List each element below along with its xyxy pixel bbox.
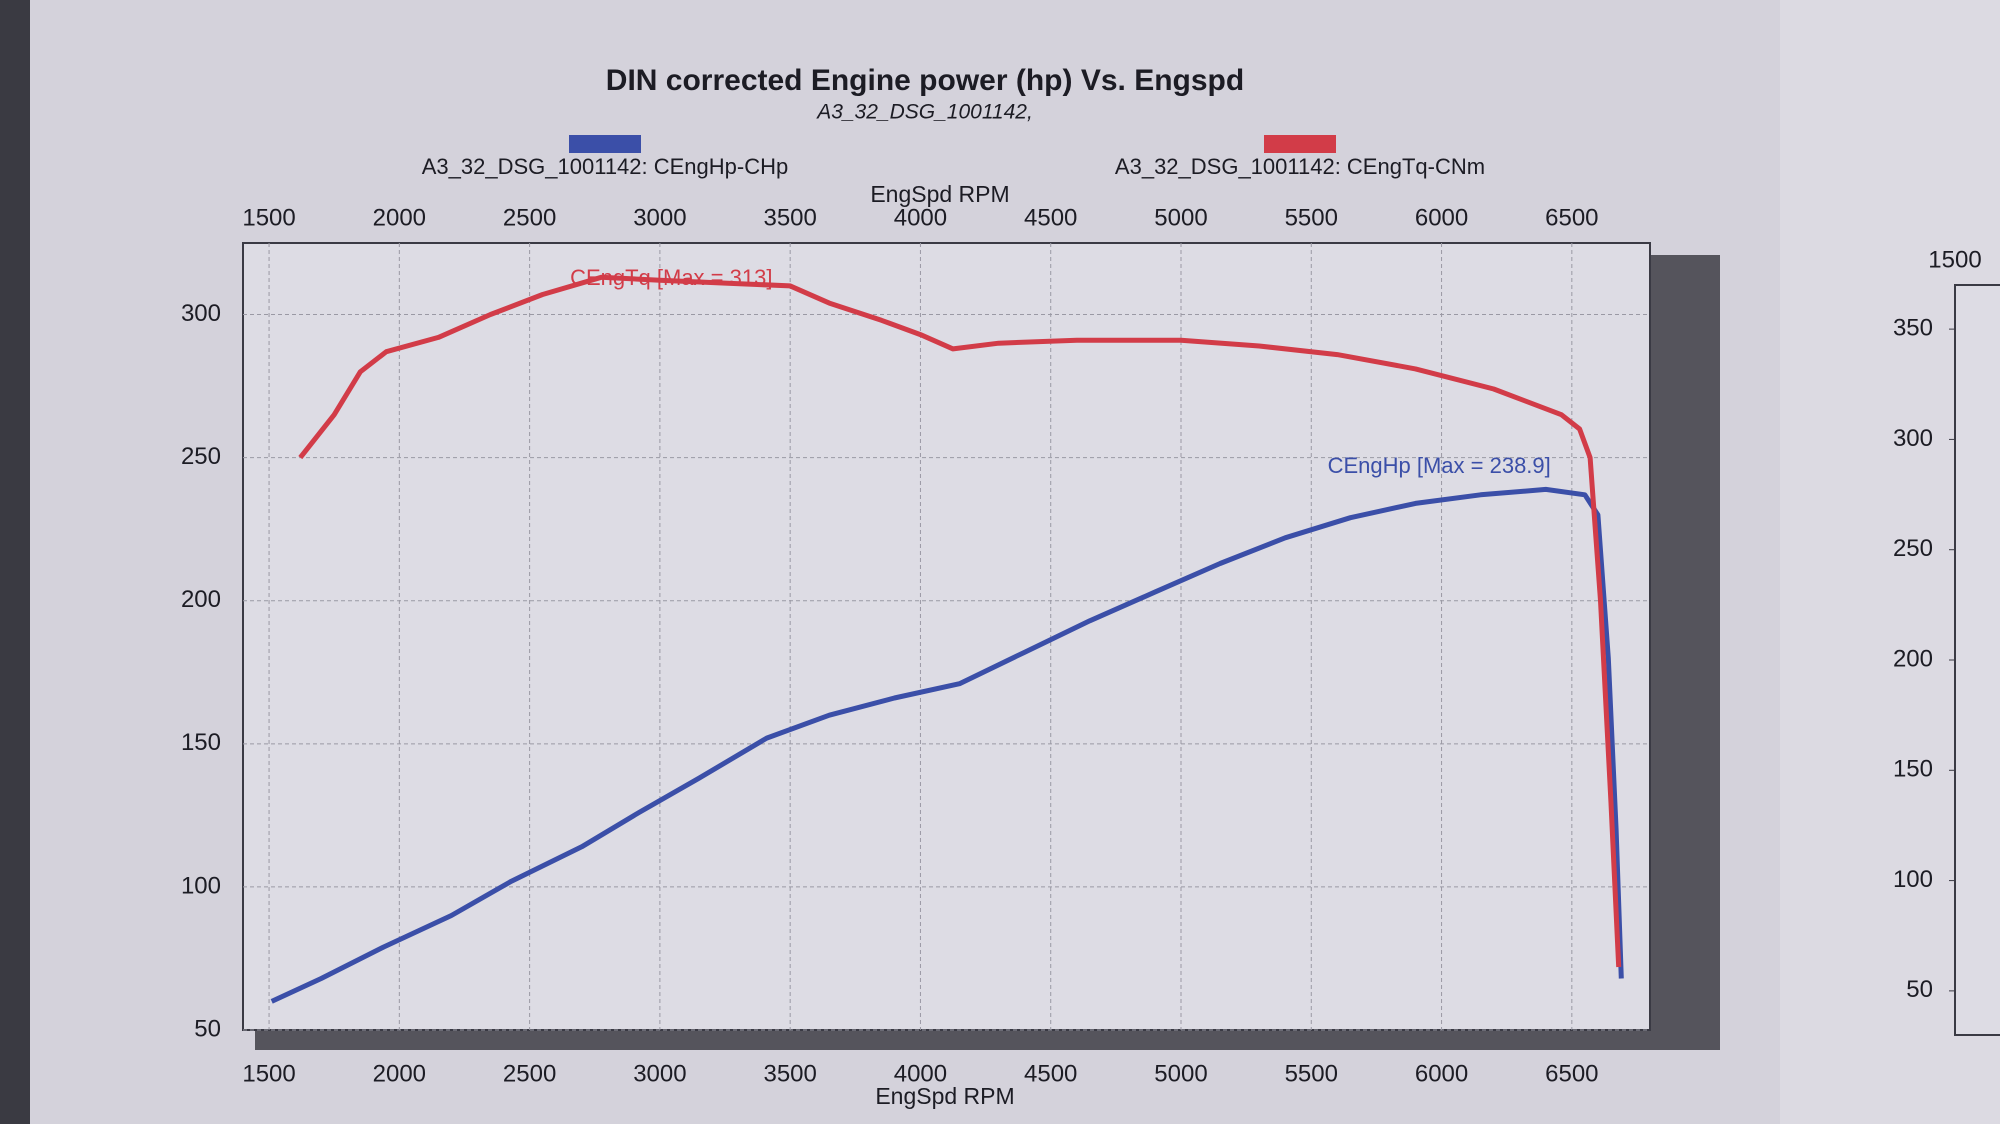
y-tick-label: 200 bbox=[1893, 645, 1933, 672]
chart-subtitle: A3_32_DSG_1001142, bbox=[815, 101, 1033, 124]
y-tick-label: 150 bbox=[181, 729, 221, 756]
annotation: CEngTq [Max = 313] bbox=[570, 265, 772, 290]
x-tick-label: 5000 bbox=[1154, 1060, 1207, 1087]
y-tick-label: 50 bbox=[194, 1015, 221, 1042]
x-tick-label-top: 2000 bbox=[373, 204, 426, 231]
x-tick-label-top: 3000 bbox=[633, 204, 686, 231]
legend-label: A3_32_DSG_1001142: CEngTq-CNm bbox=[1115, 154, 1485, 179]
table-edge bbox=[0, 0, 30, 1124]
x-tick-label-top: 1500 bbox=[1928, 246, 1981, 273]
x-tick-label: 3000 bbox=[633, 1060, 686, 1087]
x-tick-label: 4500 bbox=[1024, 1060, 1077, 1087]
x-tick-label: 5500 bbox=[1285, 1060, 1338, 1087]
y-tick-label: 250 bbox=[181, 443, 221, 470]
x-tick-label-top: 3500 bbox=[763, 204, 816, 231]
y-tick-label: 250 bbox=[1893, 535, 1933, 562]
x-tick-label: 3500 bbox=[763, 1060, 816, 1087]
legend-swatch bbox=[569, 135, 641, 153]
y-tick-label: 150 bbox=[1893, 756, 1933, 783]
series-line bbox=[298, 274, 1622, 968]
y-tick-label: 100 bbox=[181, 872, 221, 899]
x-tick-label-top: 6000 bbox=[1415, 204, 1468, 231]
y-tick-label: 50 bbox=[1906, 976, 1933, 1003]
x-tick-label: 4000 bbox=[894, 1060, 947, 1087]
x-tick-label: 2500 bbox=[503, 1060, 556, 1087]
x-tick-label-top: 5000 bbox=[1154, 204, 1207, 231]
x-tick-label-top: 6500 bbox=[1545, 204, 1598, 231]
y-tick-label: 100 bbox=[1893, 866, 1933, 893]
x-tick-label: 2000 bbox=[373, 1060, 426, 1087]
y-tick-label: 300 bbox=[181, 300, 221, 327]
x-tick-label: 6000 bbox=[1415, 1060, 1468, 1087]
x-tick-label-top: 4000 bbox=[894, 204, 947, 231]
x-tick-label: 1500 bbox=[242, 1060, 295, 1087]
x-tick-label-top: 2500 bbox=[503, 204, 556, 231]
plot-area bbox=[1954, 284, 2000, 1036]
legend-label: A3_32_DSG_1001142: CEngHp-CHp bbox=[422, 154, 789, 179]
annotation: CEngHp [Max = 238.9] bbox=[1328, 453, 1551, 478]
x-tick-label-top: 4500 bbox=[1024, 204, 1077, 231]
series-line bbox=[270, 486, 1624, 1004]
y-tick-label: 350 bbox=[1893, 314, 1933, 341]
x-tick-label-top: 5500 bbox=[1285, 204, 1338, 231]
x-axis-title: EngSpd RPM bbox=[875, 1083, 1014, 1109]
x-axis-title-top: EngSpd RPM bbox=[870, 181, 1009, 207]
x-tick-label-top: 1500 bbox=[242, 204, 295, 231]
x-tick-label: 6500 bbox=[1545, 1060, 1598, 1087]
y-tick-label: 300 bbox=[1893, 425, 1933, 452]
y-tick-label: 200 bbox=[181, 586, 221, 613]
chart-title: DIN corrected Engine power (hp) Vs. Engs… bbox=[606, 64, 1244, 97]
legend-swatch bbox=[1264, 135, 1336, 153]
